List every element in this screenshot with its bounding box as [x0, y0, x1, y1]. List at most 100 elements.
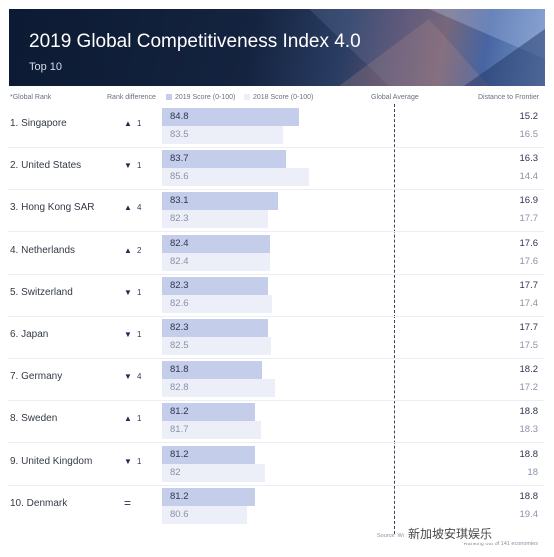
distance-2018-label: 18.3	[519, 424, 539, 436]
bar-2018	[162, 126, 284, 144]
distance-2018-label: 14.4	[519, 171, 539, 183]
score-2018-label: 83.5	[170, 129, 189, 140]
bar-2019	[162, 150, 286, 169]
distance-2018-label: 17.7	[519, 213, 539, 225]
legend-2018-label: 2018 Score (0-100)	[253, 94, 314, 101]
score-2019-label: 83.1	[170, 195, 189, 207]
bar-2019	[162, 361, 263, 380]
distance-2019-label: 18.8	[519, 490, 539, 502]
bar-2019	[162, 403, 255, 422]
header-2018-score: 2018 Score (0-100)	[244, 94, 313, 101]
rank-unchanged-label: =	[124, 495, 132, 510]
row-separator	[8, 358, 544, 359]
row-separator	[8, 189, 544, 191]
header-distance-to-frontier: Distance to Frontier	[478, 94, 540, 101]
rank-difference-value: 1	[137, 414, 142, 424]
bar-2018	[162, 337, 271, 355]
header-global-rank: *Global Rank	[10, 94, 52, 101]
row-separator	[8, 147, 544, 148]
bar-2019	[162, 487, 255, 506]
bar-2018	[162, 294, 273, 313]
bar-2019	[162, 234, 270, 253]
distance-2018-label: 17.2	[519, 382, 539, 394]
distance-2019-label: 15.2	[519, 111, 539, 122]
distance-2018-label: 19.4	[519, 508, 539, 520]
distance-2018-label: 17.4	[519, 297, 539, 309]
triangle-down-icon: ▼	[124, 456, 132, 466]
score-2019-label: 81.2	[170, 406, 189, 418]
bar-2018	[162, 168, 310, 187]
score-2018-label: 82.3	[170, 213, 189, 225]
triangle-down-icon: ▼	[124, 287, 132, 297]
global-average-line	[394, 104, 395, 534]
score-2018-label: 82.4	[170, 255, 189, 267]
country-label: 7. Germany	[10, 371, 63, 383]
legend-2019-swatch	[166, 94, 172, 100]
bar-2019	[162, 276, 269, 295]
score-2019-label: 84.8	[170, 111, 189, 122]
rank-difference-value: 2	[137, 245, 142, 255]
score-2019-label: 81.8	[170, 364, 189, 376]
triangle-up-icon: ▲	[124, 245, 132, 255]
score-2018-label: 82.6	[170, 297, 189, 309]
distance-2019-label: 16.3	[519, 153, 539, 165]
row-separator	[8, 400, 544, 402]
row-separator	[8, 484, 544, 486]
triangle-up-icon: ▲	[124, 119, 132, 128]
distance-2019-label: 17.6	[519, 237, 539, 249]
ranking-footnote: *Ranking out of 141 economies	[461, 541, 538, 547]
header-2019-score: 2019 Score (0-100)	[166, 94, 235, 101]
triangle-down-icon: ▼	[124, 372, 132, 382]
country-label: 6. Japan	[10, 329, 49, 340]
bar-2019	[162, 445, 255, 464]
country-label: 1. Singapore	[10, 118, 67, 129]
triangle-up-icon: ▲	[124, 414, 132, 424]
score-2019-label: 83.7	[170, 153, 189, 165]
score-2018-label: 82.5	[170, 340, 189, 351]
country-label: 5. Switzerland	[10, 286, 73, 298]
distance-2019-label: 18.2	[519, 364, 539, 376]
banner-graphic	[309, 9, 545, 86]
distance-2019-label: 17.7	[519, 322, 539, 333]
distance-2018-label: 18	[527, 466, 538, 478]
legend-2019-label: 2019 Score (0-100)	[175, 94, 236, 101]
bar-2018	[162, 463, 265, 482]
rank-difference-value: 4	[137, 203, 142, 213]
distance-2019-label: 18.8	[519, 448, 539, 460]
score-2019-label: 81.2	[170, 490, 189, 502]
header-rank-difference: Rank difference	[107, 94, 156, 101]
bar-2018	[162, 252, 270, 271]
triangle-down-icon: ▼	[124, 161, 132, 171]
distance-2019-label: 18.8	[519, 406, 539, 418]
row-separator	[8, 231, 544, 233]
country-label: 4. Netherlands	[10, 244, 76, 256]
header-banner: 2019 Global Competitiveness Index 4.0 To…	[9, 9, 545, 86]
score-2019-label: 82.3	[170, 279, 189, 291]
rank-difference-value: 1	[137, 287, 142, 297]
rank-difference-value: 4	[137, 372, 142, 382]
country-label: 3. Hong Kong SAR	[10, 202, 95, 214]
bar-2019	[162, 192, 279, 211]
triangle-down-icon: ▼	[124, 330, 132, 339]
country-label: 8. Sweden	[10, 413, 58, 425]
watermark: 新加坡安琪娱乐	[404, 524, 497, 543]
score-2018-label: 85.6	[170, 171, 189, 183]
distance-2019-label: 17.7	[519, 279, 539, 291]
page-title: 2019 Global Competitiveness Index 4.0	[29, 31, 361, 52]
row-separator	[8, 442, 544, 444]
distance-2018-label: 17.5	[519, 340, 539, 351]
row-separator	[8, 273, 544, 275]
country-label: 10. Denmark	[10, 497, 68, 509]
score-2018-label: 82.8	[170, 382, 189, 394]
score-2018-label: 80.6	[170, 508, 189, 520]
bar-2019	[162, 319, 269, 337]
triangle-up-icon: ▲	[124, 203, 132, 213]
rank-difference-value: 1	[137, 119, 142, 128]
legend-2018-swatch	[244, 94, 250, 100]
bar-2018	[162, 210, 269, 229]
country-label: 2. United States	[10, 160, 82, 172]
score-2019-label: 81.2	[170, 448, 189, 460]
rank-difference-value: 1	[137, 456, 142, 466]
bar-2018	[162, 505, 248, 524]
bar-2018	[162, 379, 275, 398]
